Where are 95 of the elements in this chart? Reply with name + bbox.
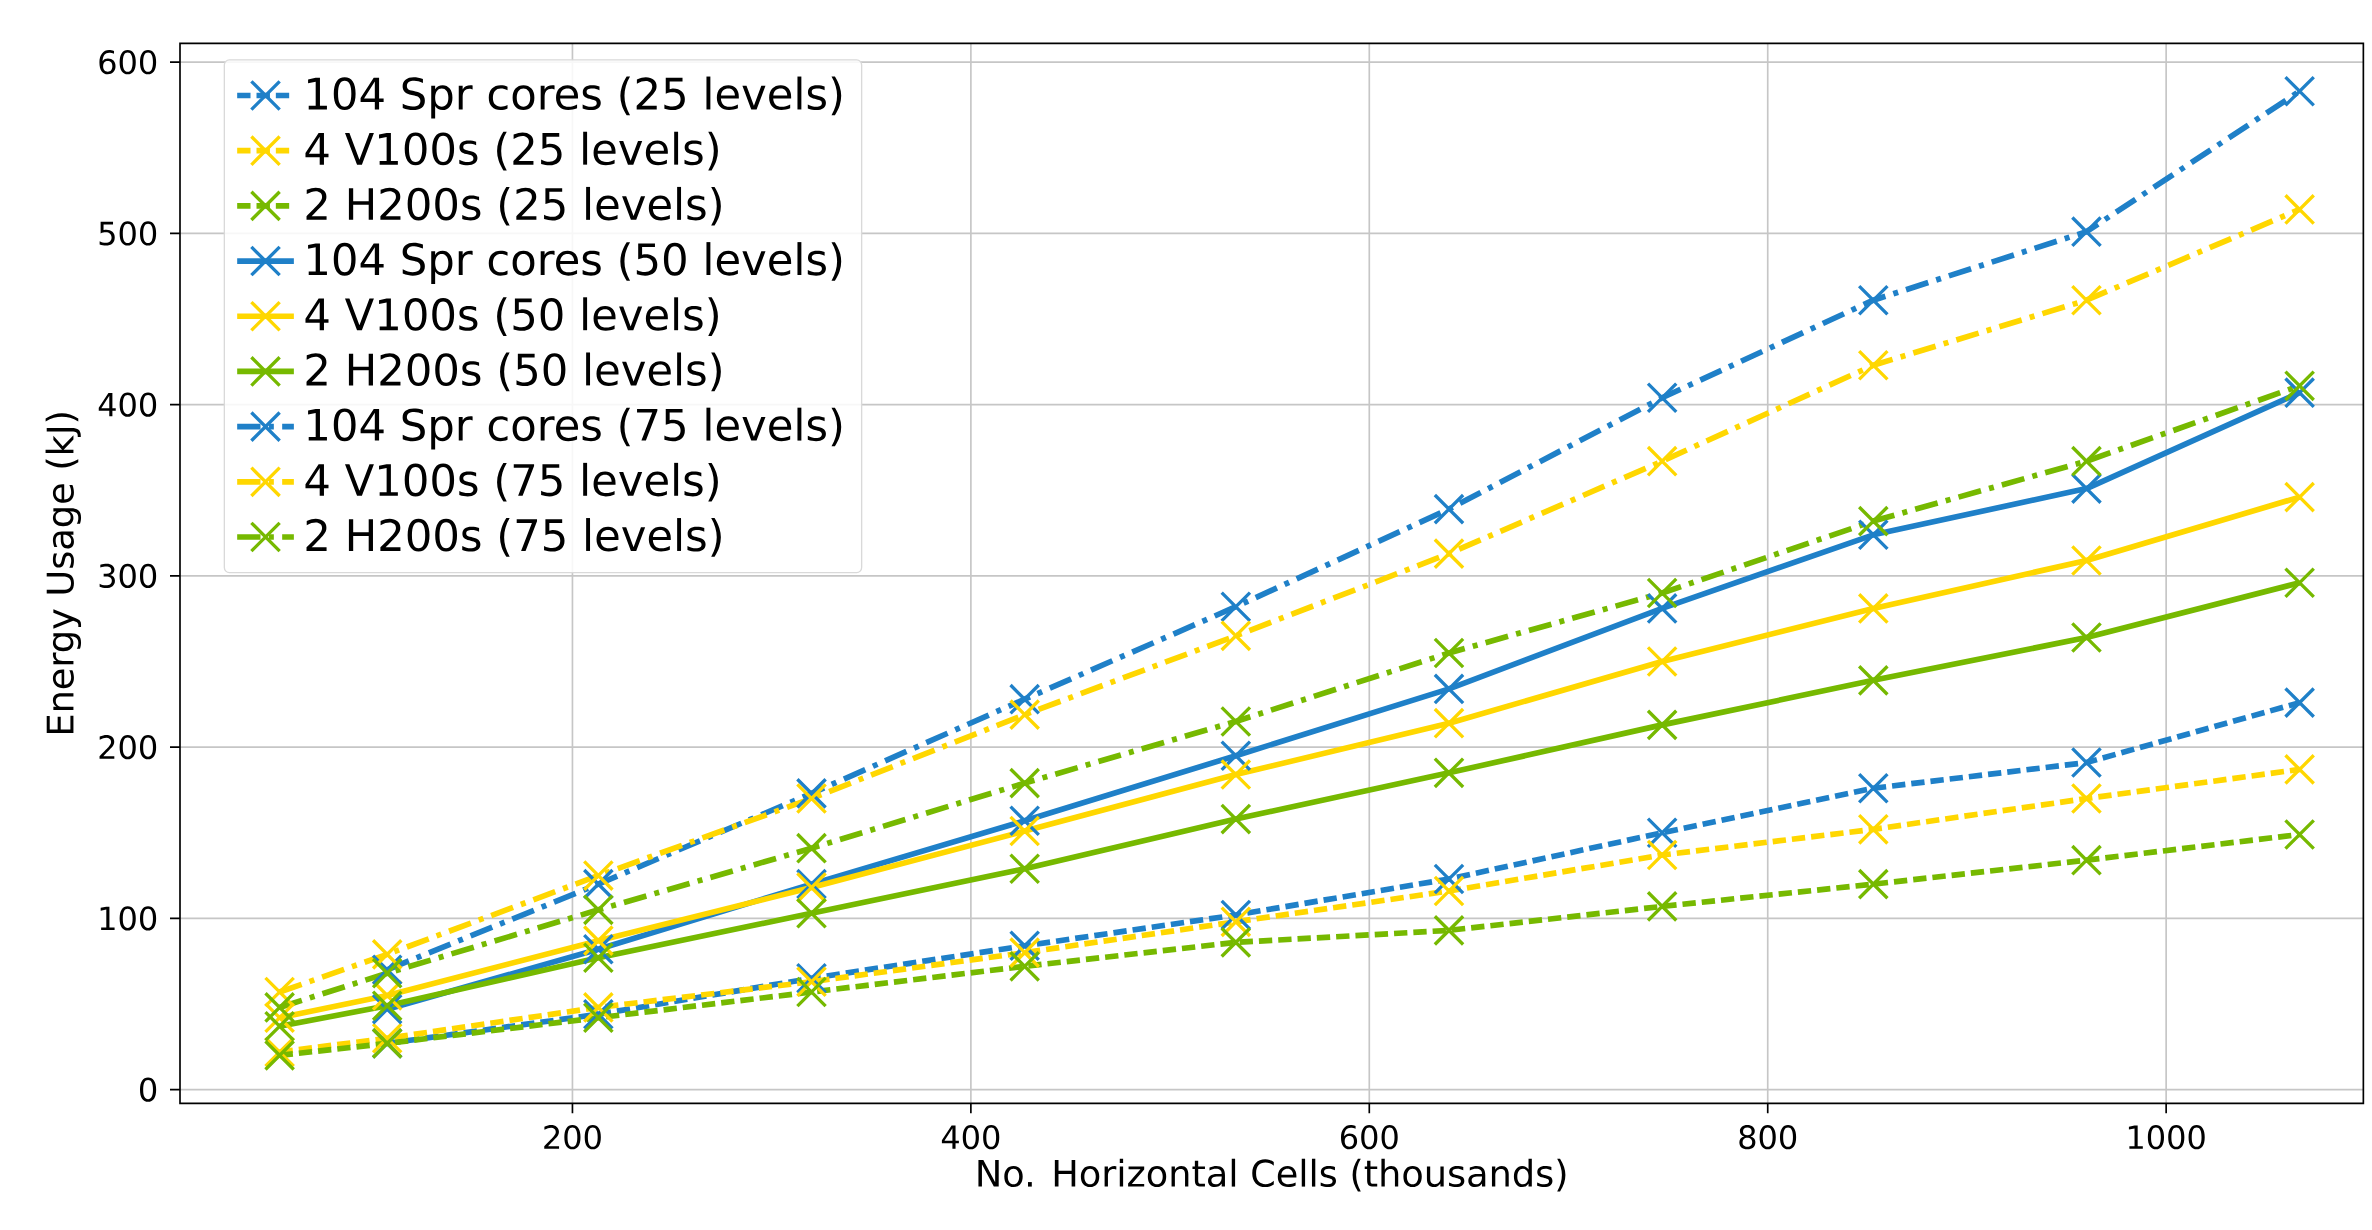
point <box>1433 707 1465 739</box>
point <box>1646 445 1678 477</box>
point <box>1857 518 1890 551</box>
y-tick-label: 100 <box>100 906 157 931</box>
point <box>2283 566 2316 599</box>
point <box>2070 215 2103 248</box>
legend-label: 2 H200s (50 levels) <box>306 352 721 392</box>
legend-label: 4 V100s (50 levels) <box>305 297 718 336</box>
point <box>2283 481 2316 513</box>
point <box>2283 818 2316 851</box>
point <box>582 924 615 957</box>
point <box>582 991 615 1024</box>
point <box>1433 493 1465 525</box>
point <box>1433 537 1465 570</box>
point <box>1008 683 1041 715</box>
point <box>263 991 296 1024</box>
y-tick-label: 200 <box>99 735 157 760</box>
point <box>1857 813 1890 846</box>
point <box>1646 890 1678 923</box>
point <box>1008 815 1041 847</box>
point <box>2070 544 2103 577</box>
point <box>2283 376 2316 409</box>
x-tick-label: 400 <box>941 1125 1000 1150</box>
point <box>2283 686 2316 719</box>
point <box>2283 370 2316 402</box>
legend-label: 104 Spr cores (50 levels) <box>308 242 842 285</box>
point <box>582 859 615 892</box>
point <box>1857 664 1890 697</box>
x-tick-label: 800 <box>1739 1125 1797 1150</box>
point <box>263 1010 296 1043</box>
point <box>1008 698 1041 731</box>
point <box>1220 906 1252 938</box>
point <box>1220 739 1252 772</box>
x-tick-label: 600 <box>1341 1125 1398 1150</box>
point <box>795 832 828 864</box>
point <box>1433 914 1465 947</box>
point <box>795 897 828 930</box>
point <box>1857 592 1890 625</box>
point <box>1008 767 1041 799</box>
point <box>1646 645 1678 678</box>
x-axis-title: No. Horizontal Cells (thousands) <box>978 1158 1566 1192</box>
point <box>1220 926 1252 959</box>
legend-label: 4 V100s (25 levels) <box>305 131 718 171</box>
point <box>1008 852 1041 885</box>
point <box>2070 621 2103 654</box>
point <box>1646 577 1678 609</box>
y-tick-label: 500 <box>99 221 157 246</box>
point <box>2070 746 2103 779</box>
legend-label: 4 V100s (75 levels) <box>305 462 718 502</box>
point <box>371 938 403 971</box>
y-tick-label: 0 <box>139 1077 157 1102</box>
point <box>795 976 828 1008</box>
point <box>1008 950 1041 983</box>
point <box>1433 875 1465 907</box>
y-axis-title: Energy Usage (kJ) <box>45 413 82 734</box>
point <box>1433 863 1465 895</box>
point <box>1646 839 1678 871</box>
point <box>1857 868 1890 900</box>
point <box>1857 772 1890 805</box>
y-tick-label: 300 <box>99 563 157 589</box>
point <box>1220 705 1252 738</box>
point <box>1433 673 1465 705</box>
point <box>1646 381 1678 414</box>
point <box>1857 349 1890 382</box>
x-tick-label: 200 <box>544 1125 601 1150</box>
point <box>1646 709 1678 741</box>
point <box>1857 505 1890 537</box>
point <box>263 976 296 1008</box>
point <box>582 894 615 926</box>
point <box>1646 816 1678 849</box>
point <box>582 941 615 974</box>
point <box>2283 753 2316 786</box>
point <box>2070 445 2103 477</box>
point <box>1433 757 1465 789</box>
point <box>1220 758 1252 791</box>
legend-label: 104 Spr cores (25 levels) <box>308 76 842 119</box>
point <box>2283 193 2316 226</box>
point <box>1220 620 1252 652</box>
legend-label: 2 H200s (25 levels) <box>306 186 721 226</box>
point <box>1008 804 1041 837</box>
point <box>1433 637 1465 669</box>
point <box>2070 284 2103 317</box>
x-tick-label: 1000 <box>2128 1125 2205 1150</box>
point <box>1220 803 1252 835</box>
point <box>2070 472 2103 505</box>
point <box>2070 782 2103 815</box>
point <box>1857 284 1890 317</box>
legend-label: 2 H200s (75 levels) <box>306 518 721 557</box>
point <box>1220 590 1252 623</box>
legend-label: 104 Spr cores (75 levels) <box>308 407 842 450</box>
y-tick-label: 600 <box>99 50 157 75</box>
y-tick-label: 400 <box>98 392 157 417</box>
point <box>2070 844 2103 876</box>
point <box>2283 75 2316 108</box>
point <box>1646 592 1678 625</box>
